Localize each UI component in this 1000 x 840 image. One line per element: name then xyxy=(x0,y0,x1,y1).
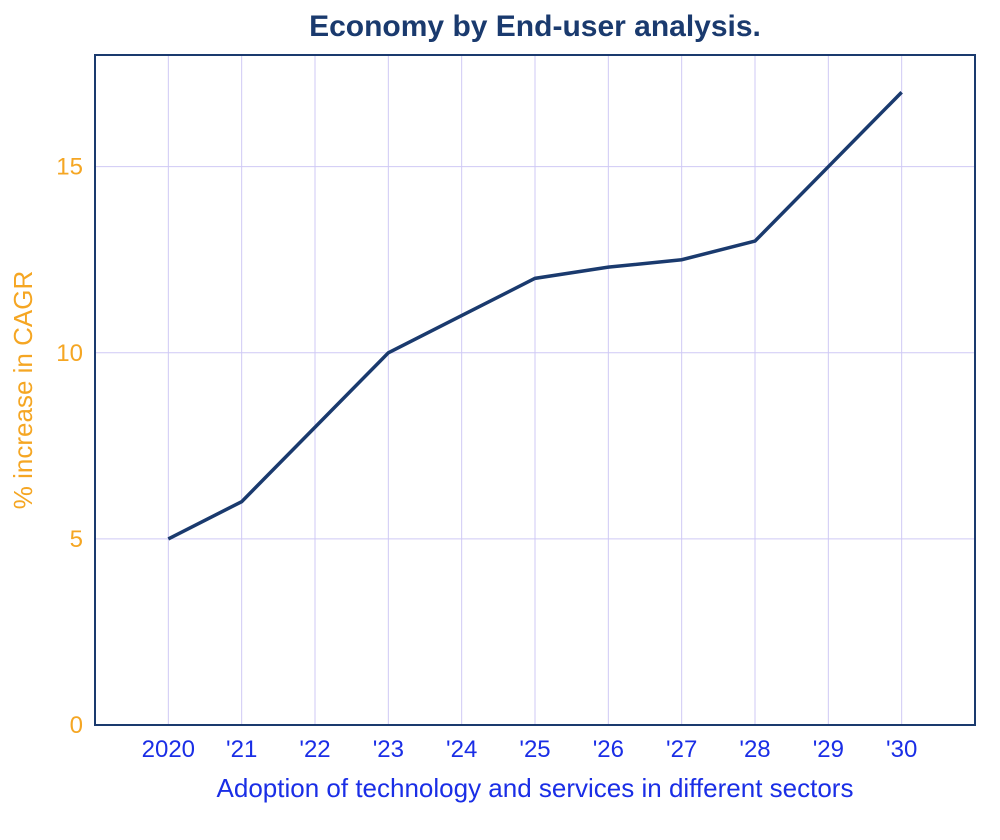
x-axis-label: Adoption of technology and services in d… xyxy=(217,773,854,803)
x-tick-label: '25 xyxy=(519,736,550,763)
chart-container: Economy by End-user analysis. 0 5 10 15 2020 '… xyxy=(0,0,1000,840)
y-tick-label: 0 xyxy=(70,712,83,739)
x-tick-label: '29 xyxy=(813,736,844,763)
line-chart: Economy by End-user analysis. 0 5 10 15 2020 '… xyxy=(0,0,1000,840)
x-tick-label: 2020 xyxy=(142,736,195,763)
x-tick-label: '21 xyxy=(226,736,257,763)
x-tick-label: '30 xyxy=(886,736,917,763)
y-axis-label: % increase in CAGR xyxy=(8,271,38,509)
y-tick-label: 15 xyxy=(56,154,83,181)
x-tick-label: '27 xyxy=(666,736,697,763)
chart-title: Economy by End-user analysis. xyxy=(309,10,761,43)
x-tick-label: '24 xyxy=(446,736,477,763)
y-tick-label: 10 xyxy=(56,340,83,367)
y-tick-label: 5 xyxy=(70,526,83,553)
x-tick-label: '22 xyxy=(299,736,330,763)
x-tick-label: '23 xyxy=(373,736,404,763)
x-tick-label: '26 xyxy=(593,736,624,763)
x-tick-label: '28 xyxy=(739,736,770,763)
